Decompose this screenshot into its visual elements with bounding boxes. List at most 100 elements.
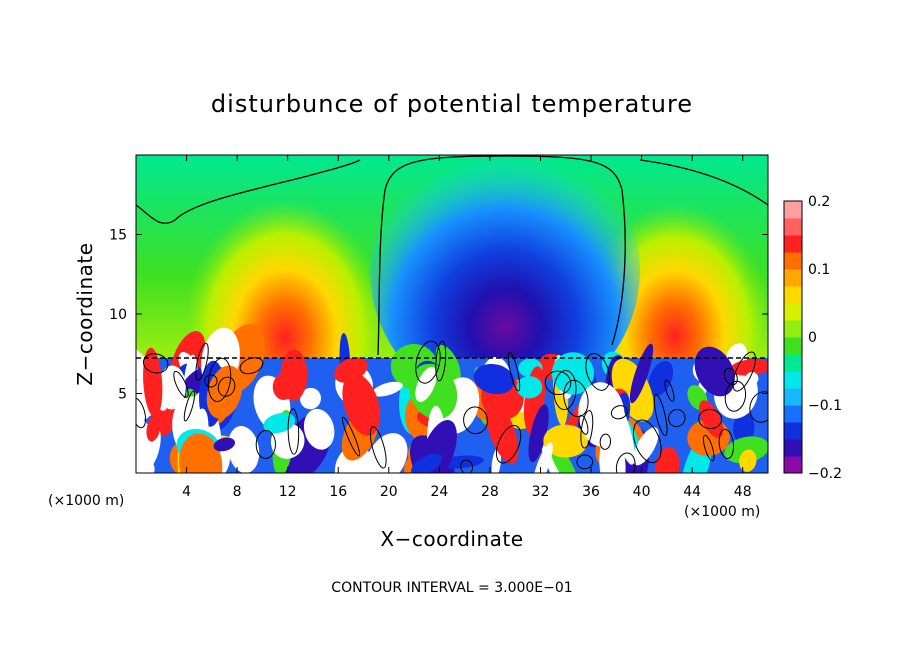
colorbar-swatch (784, 439, 802, 457)
turbulence-blob (694, 346, 735, 397)
contour-loop (341, 416, 361, 457)
turbulence-blob (263, 412, 296, 434)
x-tick-label: 40 (633, 484, 651, 500)
contour-loop (732, 351, 756, 392)
contour-loop (544, 370, 572, 396)
colorbar-swatch (784, 269, 802, 287)
contour-loop (578, 414, 589, 435)
contour-loop (668, 408, 686, 428)
turbulent-streaks (136, 324, 768, 473)
contour-loop (553, 369, 577, 411)
contour-loop (173, 370, 189, 398)
turbulence-blob (213, 437, 236, 452)
x-tick-label: 24 (430, 484, 448, 500)
contour-loop (749, 391, 768, 423)
contour-loop (576, 454, 594, 470)
colorbar-frame (783, 200, 803, 474)
turbulence-blob (411, 453, 443, 473)
contour-loop (724, 380, 747, 412)
turbulence-blob (372, 381, 403, 397)
contour-loop (632, 419, 662, 464)
contour-loop (217, 376, 236, 397)
contour-loop (653, 394, 668, 437)
colorbar-swatch (784, 337, 802, 355)
turbulence-blob (699, 400, 724, 438)
contour-loop (463, 406, 488, 435)
contour-interval-note: CONTOUR INTERVAL = 3.000E−01 (331, 580, 572, 596)
turbulence-blob (724, 436, 768, 464)
x-axis: 4 8 12 16 20 24 28 32 36 40 44 48 (182, 155, 752, 500)
turbulence-blob (415, 366, 437, 403)
contour-loop (183, 390, 196, 422)
contour-loop (585, 353, 611, 391)
y-tick-label: 5 (118, 387, 127, 403)
turbulence-blob (473, 363, 515, 395)
heatmap-field (136, 155, 768, 473)
contour-loop (599, 433, 612, 450)
turbulence-blob (365, 433, 408, 473)
x-tick-label: 12 (279, 484, 297, 500)
colorbar (783, 200, 803, 474)
turbulence-blob (143, 347, 163, 418)
zero-contour-right (639, 159, 768, 206)
contour-loop (610, 405, 628, 420)
x-tick-label: 44 (683, 484, 701, 500)
contour-loop (702, 434, 715, 462)
turbulence-blob (739, 449, 757, 472)
turbulence-blob (227, 426, 260, 473)
contour-loop (723, 367, 738, 386)
x-tick-label: 8 (233, 484, 242, 500)
colorbar-swatch (784, 303, 802, 321)
turbulence-blob (179, 433, 223, 473)
contour-loop (195, 342, 209, 381)
contour-loop (615, 452, 636, 473)
turbulence-blob (334, 445, 376, 473)
colorbar-swatch (784, 456, 802, 474)
contour-loop (460, 459, 474, 473)
colorbar-swatch (784, 286, 802, 304)
colorbar-swatch (784, 371, 802, 389)
y-axis: 5 10 15 (109, 228, 768, 403)
x-tick-label: 20 (380, 484, 398, 500)
turbulence-blob (491, 447, 502, 473)
turbulence-blob (551, 352, 595, 395)
colorbar-ticks: 0.2 0.1 0 −0.1 −0.2 (808, 194, 842, 482)
contour-loop (207, 357, 232, 403)
contour-loop (435, 340, 447, 382)
turbulence-blob (532, 442, 553, 473)
x-tick-label: 36 (582, 484, 600, 500)
contour-loop (255, 429, 276, 459)
turbulence-blob (516, 376, 543, 399)
turbulence-blob (654, 446, 680, 473)
turbulence-blob (300, 387, 321, 410)
turbulence-blob (146, 414, 161, 442)
colorbar-tick-label: −0.1 (808, 398, 842, 414)
turbulence-blob (136, 456, 155, 473)
chart-title: disturbunce of potential temperature (211, 90, 693, 118)
contour-loop (698, 408, 723, 430)
x-tick-label: 48 (734, 484, 752, 500)
contour-loop (369, 426, 387, 469)
colorbar-tick-label: −0.2 (808, 466, 842, 482)
x-unit-label-right: (×1000 m) (684, 504, 760, 520)
colorbar-tick-label: 0.2 (808, 194, 830, 210)
colorbar-swatch (784, 405, 802, 423)
colorbar-tick-label: 0 (808, 330, 817, 346)
contour-loop (495, 425, 522, 464)
turbulence-blob (528, 404, 549, 463)
turbulence-blob (435, 344, 461, 383)
turbulence-blob (733, 412, 755, 445)
x-axis-label: X−coordinate (380, 527, 523, 551)
turbulence-blob (745, 371, 759, 385)
colorbar-swatch (784, 218, 802, 236)
contour-loop (664, 379, 675, 402)
x-tick-label: 4 (182, 484, 191, 500)
turbulence-blob (610, 397, 635, 465)
turbulence-blob (303, 408, 335, 450)
colorbar-swatch (784, 252, 802, 270)
y-tick-label: 15 (109, 228, 127, 244)
colorbar-tick-label: 0.1 (808, 262, 830, 278)
x-tick-label: 28 (481, 484, 499, 500)
colorbar-swatch (784, 320, 802, 338)
turbulence-blob (280, 349, 308, 401)
